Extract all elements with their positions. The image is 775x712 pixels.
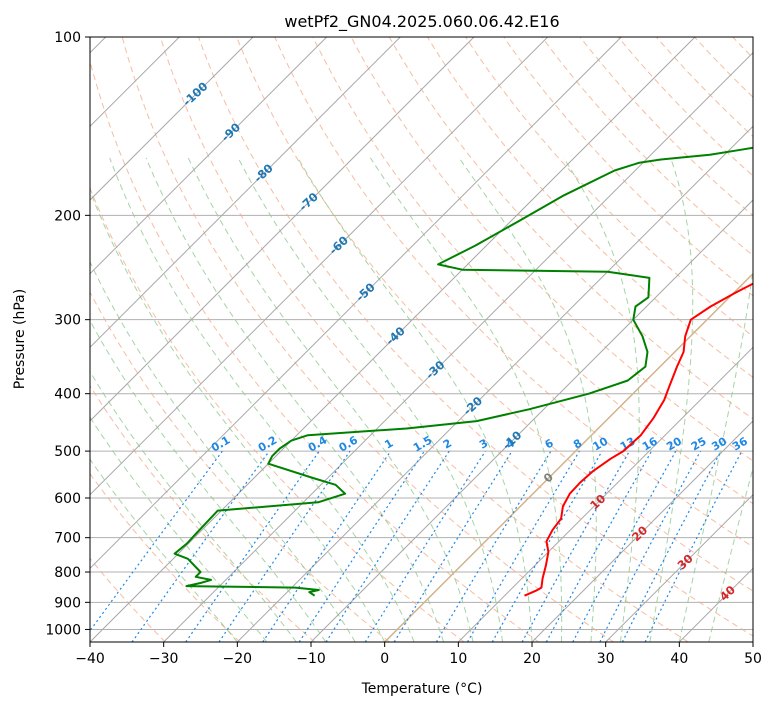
y-tick-label: 500 <box>54 444 81 460</box>
y-tick-label: 600 <box>54 491 81 507</box>
chart-title: wetPf2_GN04.2025.060.06.42.E16 <box>284 12 559 32</box>
x-tick-label: −40 <box>75 651 105 667</box>
x-tick-label: 30 <box>597 651 615 667</box>
y-tick-label: 300 <box>54 313 81 329</box>
y-tick-label: 100 <box>54 30 81 46</box>
x-tick-label: 10 <box>449 651 467 667</box>
x-axis-label: Temperature (°C) <box>361 681 483 697</box>
x-tick-label: 50 <box>744 651 762 667</box>
y-tick-label: 700 <box>54 531 81 547</box>
x-tick-label: −20 <box>223 651 253 667</box>
y-tick-label: 400 <box>54 387 81 403</box>
x-tick-label: −10 <box>296 651 326 667</box>
y-tick-label: 1000 <box>45 622 81 638</box>
y-tick-label: 200 <box>54 208 81 224</box>
x-tick-label: 0 <box>380 651 389 667</box>
y-tick-label: 900 <box>54 595 81 611</box>
x-tick-label: −30 <box>149 651 179 667</box>
y-axis-label: Pressure (hPa) <box>12 289 28 389</box>
y-tick-label: 800 <box>54 565 81 581</box>
x-tick-label: 40 <box>670 651 688 667</box>
x-tick-label: 20 <box>523 651 541 667</box>
